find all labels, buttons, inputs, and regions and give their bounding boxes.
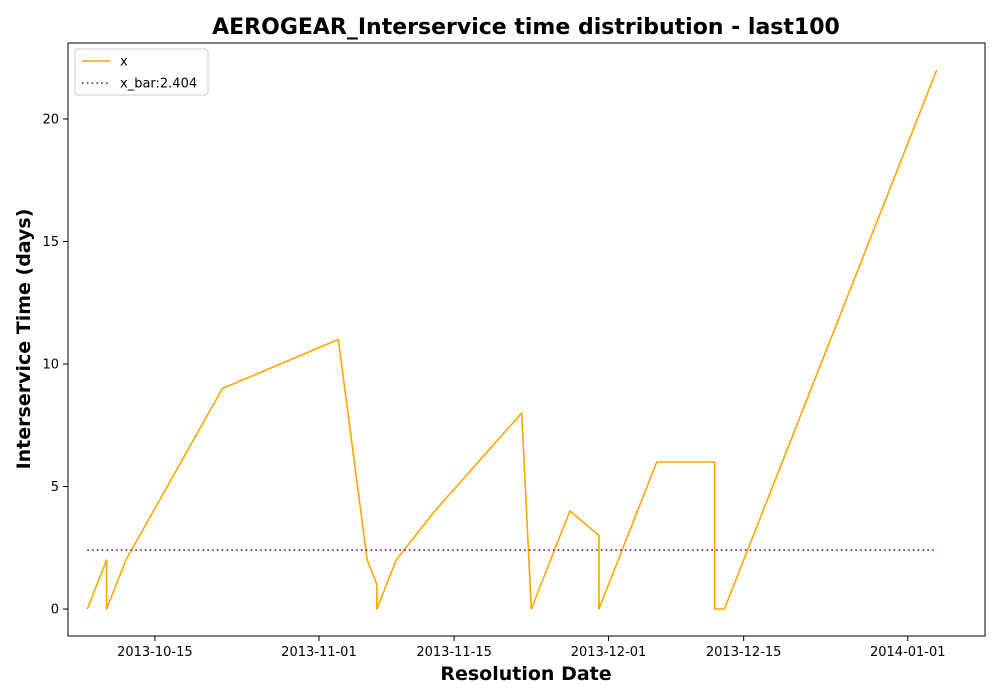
plot-frame [67, 42, 986, 637]
y-tick-label: 10 [42, 358, 59, 373]
x-tick-label: 2013-10-15 [117, 645, 193, 660]
x-tick-label: 2014-01-01 [870, 645, 946, 660]
x-axis-ticks: 2013-10-15 2013-11-01 2013-11-15 2013-12-01… [117, 636, 946, 660]
y-axis-label: Interservice Time (days) [13, 209, 35, 470]
y-tick-label: 5 [51, 480, 59, 495]
y-tick-label: 15 [42, 235, 59, 250]
x-tick-label: 2013-11-01 [281, 645, 357, 660]
plot-area: 2013-10-15 2013-11-01 2013-11-15 2013-12-01… [42, 42, 986, 660]
x-tick-label: 2013-12-15 [706, 645, 782, 660]
series-layer [86, 69, 938, 610]
y-tick-label: 0 [51, 603, 59, 618]
chart-title: AEROGEAR_Interservice time distribution … [212, 15, 840, 40]
x-tick-label: 2013-11-15 [416, 645, 492, 660]
legend-label-1: x_bar:2.404 [120, 77, 197, 92]
series-line-0 [86, 69, 938, 610]
legend: x x_bar:2.404 [74, 48, 209, 96]
legend-label-0: x [120, 55, 128, 70]
y-axis-ticks: 0 5 10 15 20 [42, 112, 68, 618]
x-tick-label: 2013-12-01 [571, 645, 647, 660]
y-tick-label: 20 [42, 112, 59, 127]
x-axis-label: Resolution Date [440, 663, 611, 685]
